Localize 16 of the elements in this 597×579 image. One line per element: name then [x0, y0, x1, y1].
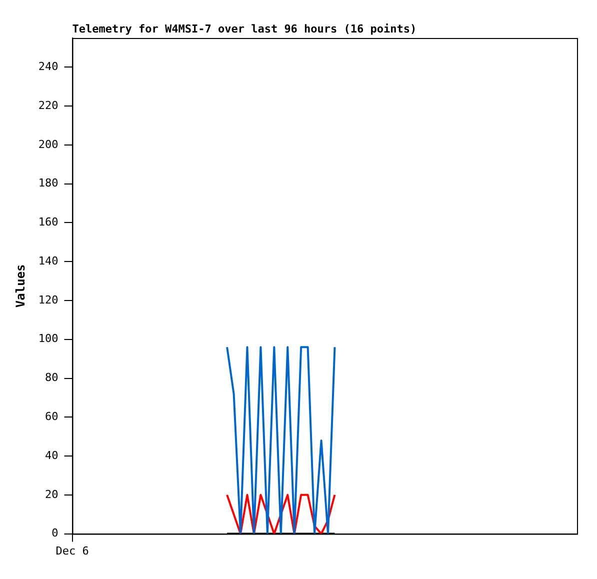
y-tick-label: 120	[38, 293, 58, 306]
y-tick-label: 240	[38, 60, 58, 74]
y-tick-label: 40	[45, 448, 58, 462]
y-tick-label: 80	[45, 371, 58, 384]
y-tick-label: 180	[38, 176, 58, 190]
y-axis-title: Values	[13, 264, 28, 308]
y-tick-label: 160	[38, 216, 58, 229]
y-tick-label: 60	[45, 410, 58, 423]
y-tick-label: 0	[52, 526, 58, 540]
y-tick-label: 140	[38, 254, 58, 268]
y-tick-label: 200	[38, 138, 58, 151]
y-tick-label: 220	[38, 98, 58, 112]
y-tick-label: 100	[38, 332, 58, 346]
x-tick-label: Dec 6	[56, 544, 89, 558]
y-tick-label: 20	[45, 488, 58, 501]
chart-title: Telemetry for W4MSI-7 over last 96 hours (16 points)	[72, 22, 417, 36]
